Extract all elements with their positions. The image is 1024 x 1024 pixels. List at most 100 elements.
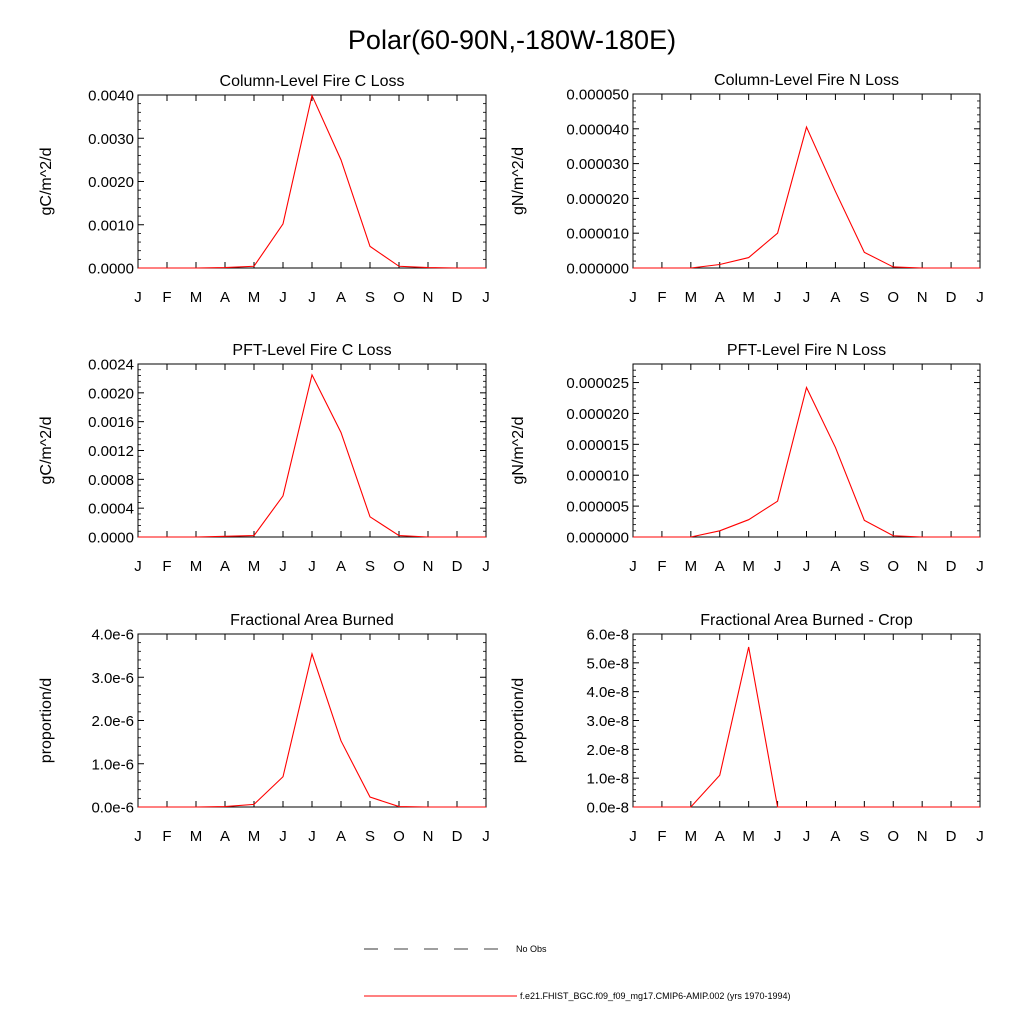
- x-tick-label-2: M: [685, 289, 698, 306]
- series-line-2: [633, 125, 980, 269]
- x-tick-label-4: M: [685, 558, 698, 575]
- x-tick-label-5: M: [190, 828, 203, 845]
- y-tick-label-6: 3.0e-8: [586, 713, 629, 730]
- x-tick-label-4: J: [976, 558, 984, 575]
- x-tick-label-4: O: [887, 558, 899, 575]
- x-tick-label-6: A: [715, 828, 725, 845]
- x-tick-label-5: J: [134, 828, 142, 845]
- x-tick-label-1: M: [248, 289, 261, 306]
- legend: No Obs f.e21.FHIST_BGC.f09_f09_mg17.CMIP…: [364, 944, 790, 1001]
- y-axis-label-3: gC/m^2/d: [38, 417, 55, 485]
- plot-frame-6: [632, 633, 981, 808]
- plot-frame-2: [632, 93, 981, 269]
- y-axis-label-1: gC/m^2/d: [38, 148, 55, 216]
- x-tick-label-3: F: [162, 558, 171, 575]
- x-tick-label-3: J: [134, 558, 142, 575]
- chart-panel-2: Column-Level Fire N Loss 0.000000 0.000010…: [510, 72, 984, 306]
- x-tick-label-5: O: [393, 828, 405, 845]
- x-tick-label-3: J: [308, 558, 316, 575]
- legend-obs-label: No Obs: [516, 944, 547, 954]
- x-tick-label-5: N: [423, 828, 434, 845]
- y-tick-label-1: 0.0040: [88, 88, 134, 105]
- y-tick-label-2: 0.000010: [566, 226, 629, 243]
- x-tick-label-4: A: [715, 558, 725, 575]
- y-tick-label-4: 0.000025: [566, 375, 629, 392]
- chart-panel-1: Column-Level Fire C Loss 0.0000 0.0010 0.00…: [38, 73, 490, 306]
- x-tick-label-6: O: [887, 828, 899, 845]
- y-axis-label-5: proportion/d: [38, 678, 55, 763]
- y-axis-label-6: proportion/d: [510, 678, 527, 763]
- x-tick-label-1: J: [308, 289, 316, 306]
- x-tick-label-6: M: [742, 828, 755, 845]
- y-axis-label-2: gN/m^2/d: [510, 147, 527, 215]
- y-tick-label-3: 0.0024: [88, 357, 134, 374]
- x-tick-label-5: F: [162, 828, 171, 845]
- x-tick-label-6: J: [774, 828, 782, 845]
- y-tick-label-6: 6.0e-8: [586, 627, 629, 644]
- chart-title-6: Fractional Area Burned - Crop: [700, 612, 913, 629]
- y-tick-label-5: 0.0e-6: [91, 800, 134, 817]
- x-tick-label-4: D: [946, 558, 957, 575]
- x-tick-label-2: O: [887, 289, 899, 306]
- x-tick-label-3: O: [393, 558, 405, 575]
- plot-frame-4: [632, 363, 981, 538]
- y-tick-label-2: 0.000030: [566, 156, 629, 173]
- x-tick-label-1: S: [365, 289, 375, 306]
- x-tick-label-5: S: [365, 828, 375, 845]
- x-tick-label-1: J: [134, 289, 142, 306]
- x-tick-label-6: J: [803, 828, 811, 845]
- x-tick-label-5: M: [248, 828, 261, 845]
- y-tick-label-6: 4.0e-8: [586, 684, 629, 701]
- y-tick-label-2: 0.000040: [566, 121, 629, 138]
- x-tick-label-1: F: [162, 289, 171, 306]
- x-tick-label-2: J: [976, 289, 984, 306]
- y-tick-label-2: 0.000000: [566, 261, 629, 278]
- x-tick-label-4: J: [774, 558, 782, 575]
- y-tick-label-6: 0.0e-8: [586, 800, 629, 817]
- y-tick-label-5: 4.0e-6: [91, 627, 134, 644]
- chart-title-3: PFT-Level Fire C Loss: [232, 342, 391, 359]
- x-tick-label-3: A: [336, 558, 346, 575]
- x-tick-label-6: J: [976, 828, 984, 845]
- x-tick-label-4: A: [830, 558, 840, 575]
- x-tick-label-5: J: [482, 828, 490, 845]
- x-tick-label-3: J: [482, 558, 490, 575]
- figure-title: Polar(60-90N,-180W-180E): [348, 25, 676, 55]
- plot-frame-1: [137, 94, 487, 269]
- x-tick-label-6: N: [917, 828, 928, 845]
- x-tick-label-4: M: [742, 558, 755, 575]
- series-line-6: [633, 646, 980, 808]
- x-tick-label-3: D: [452, 558, 463, 575]
- y-tick-label-3: 0.0012: [88, 443, 134, 460]
- x-tick-label-3: J: [279, 558, 287, 575]
- x-tick-label-4: F: [657, 558, 666, 575]
- chart-title-5: Fractional Area Burned: [230, 612, 394, 629]
- y-tick-label-5: 1.0e-6: [91, 756, 134, 773]
- x-tick-label-6: S: [859, 828, 869, 845]
- y-tick-label-1: 0.0010: [88, 217, 134, 234]
- x-tick-label-4: N: [917, 558, 928, 575]
- x-tick-label-2: A: [830, 289, 840, 306]
- series-line-1: [138, 93, 486, 269]
- x-tick-label-2: J: [803, 289, 811, 306]
- x-tick-label-6: J: [629, 828, 637, 845]
- y-tick-label-6: 5.0e-8: [586, 655, 629, 672]
- series-line-4: [633, 385, 980, 538]
- y-tick-label-3: 0.0020: [88, 385, 134, 402]
- x-tick-label-2: M: [742, 289, 755, 306]
- y-tick-label-2: 0.000050: [566, 87, 629, 104]
- series-line-5: [138, 651, 486, 808]
- x-tick-label-2: J: [629, 289, 637, 306]
- x-tick-label-3: M: [248, 558, 261, 575]
- plot-frame-3: [137, 363, 487, 538]
- x-tick-label-2: S: [859, 289, 869, 306]
- y-tick-label-4: 0.000010: [566, 468, 629, 485]
- x-tick-label-3: M: [190, 558, 203, 575]
- legend-model-label: f.e21.FHIST_BGC.f09_f09_mg17.CMIP6-AMIP.…: [520, 991, 790, 1001]
- x-tick-label-2: F: [657, 289, 666, 306]
- chart-panel-6: Fractional Area Burned - Crop 0.0e-8 1.0e-…: [510, 612, 984, 845]
- chart-panel-3: PFT-Level Fire C Loss 0.0000 0.0004 0.0008 0…: [38, 342, 490, 575]
- x-tick-label-4: J: [629, 558, 637, 575]
- chart-title-2: Column-Level Fire N Loss: [714, 72, 899, 89]
